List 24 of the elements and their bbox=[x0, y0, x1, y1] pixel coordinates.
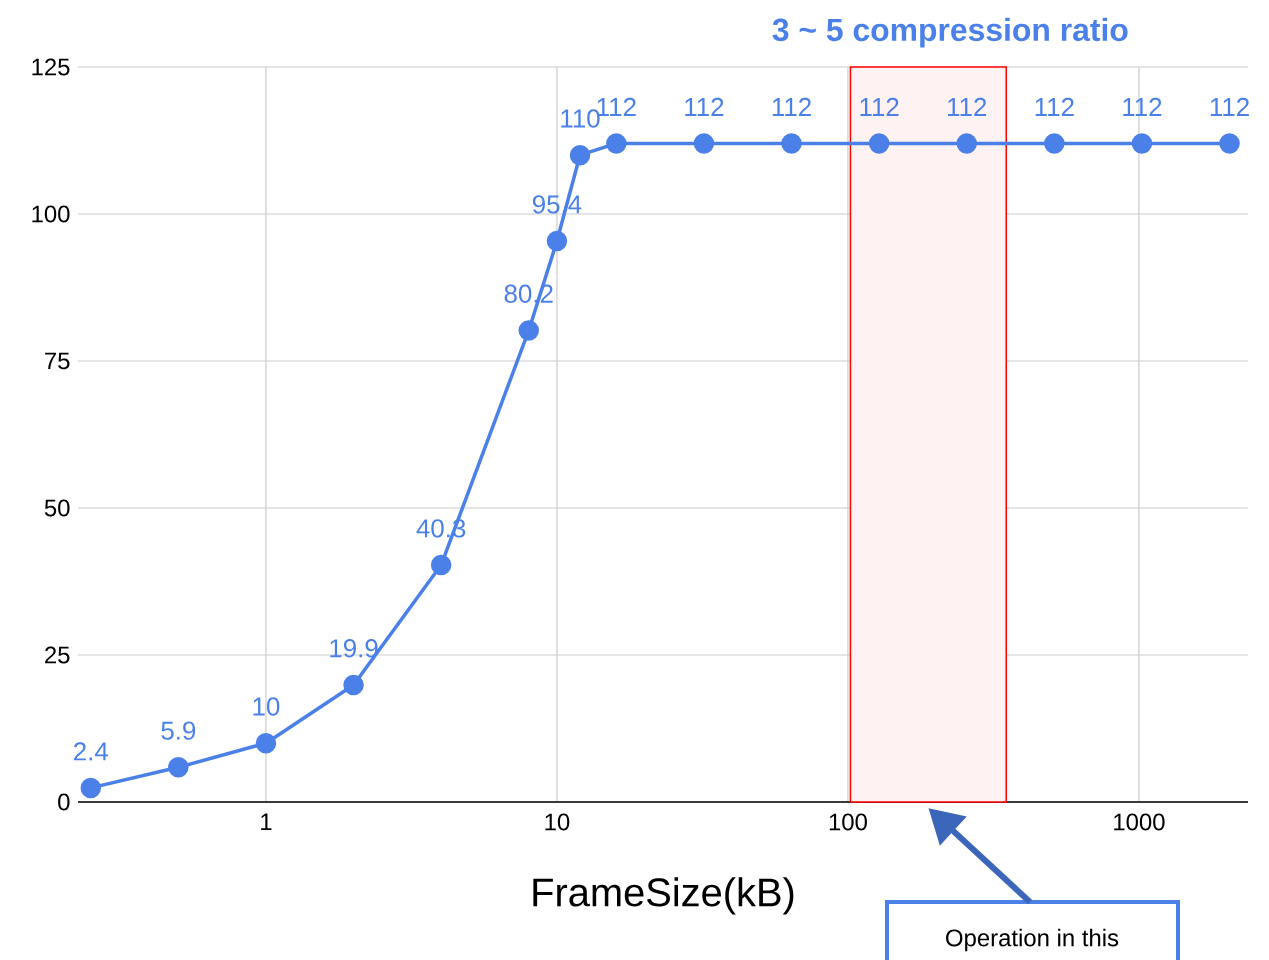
x-tick-label: 1 bbox=[261, 813, 272, 830]
data-label: 112 bbox=[948, 97, 987, 116]
x-tick-label: 1000 bbox=[1114, 813, 1165, 831]
data-label: 10 bbox=[253, 697, 280, 716]
data-label: 2.4 bbox=[74, 742, 109, 761]
data-label: 112 bbox=[685, 97, 724, 116]
y-tick-label: 50 bbox=[44, 499, 70, 517]
band-label: 3 ~ 5 compression ratio bbox=[772, 17, 1128, 48]
text: Operation in this bbox=[946, 928, 1119, 952]
y-tick-label: 75 bbox=[45, 352, 70, 370]
data-label: 19.9 bbox=[330, 639, 378, 658]
data-label: 112 bbox=[772, 97, 811, 116]
x-tick-label: 100 bbox=[829, 813, 867, 831]
y-tick-label: 125 bbox=[32, 58, 70, 76]
data-label: 5.9 bbox=[161, 721, 196, 740]
y-tick-label: 0 bbox=[58, 793, 70, 811]
y-tick-label: 25 bbox=[45, 646, 70, 664]
x-tick-label: 10 bbox=[545, 813, 570, 831]
x-axis-title: FrameSize(kB) bbox=[533, 877, 794, 915]
data-label: 112 bbox=[1035, 97, 1074, 116]
y-tick-label: 100 bbox=[32, 205, 70, 223]
data-label: 112 bbox=[1210, 97, 1249, 116]
data-label: 112 bbox=[1123, 97, 1162, 116]
data-label: 112 bbox=[860, 97, 899, 116]
